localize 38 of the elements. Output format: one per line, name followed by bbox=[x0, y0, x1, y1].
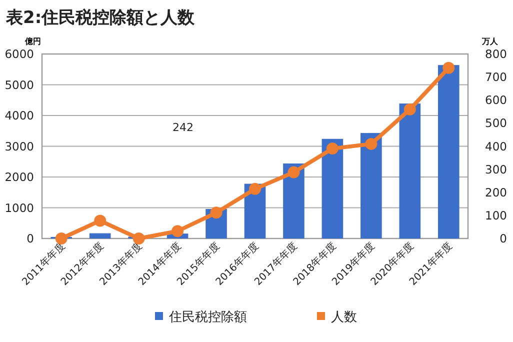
bar bbox=[322, 138, 344, 238]
point bbox=[404, 103, 416, 116]
point bbox=[55, 232, 68, 244]
point bbox=[172, 225, 184, 238]
y-axis-title: 億円 bbox=[24, 37, 41, 46]
y-tick-label: 1000 bbox=[4, 200, 34, 215]
y2-tick-label: 400 bbox=[485, 139, 507, 154]
point bbox=[288, 166, 300, 178]
legend-label: 住民税控除額 bbox=[168, 310, 247, 325]
bar bbox=[360, 133, 382, 238]
y2-tick-label: 200 bbox=[485, 185, 507, 200]
bar bbox=[89, 233, 111, 238]
point bbox=[365, 138, 378, 150]
y-tick-label: 5000 bbox=[4, 78, 34, 92]
y2-tick-label: 800 bbox=[485, 47, 507, 61]
chart-title: 表2:住民税控除額と人数 bbox=[5, 8, 196, 28]
y2-tick-label: 100 bbox=[485, 208, 507, 222]
y-tick-label: 2000 bbox=[4, 170, 34, 184]
point bbox=[210, 206, 222, 219]
bar bbox=[438, 65, 460, 238]
point bbox=[442, 62, 455, 74]
y-tick-label: 0 bbox=[26, 232, 34, 246]
point bbox=[94, 214, 106, 227]
y-tick-label: 4000 bbox=[4, 108, 34, 122]
legend-label: 人数 bbox=[331, 310, 357, 325]
point bbox=[249, 182, 261, 195]
point bbox=[326, 142, 338, 155]
y2-tick-label: 600 bbox=[485, 93, 507, 108]
y2-tick-label: 300 bbox=[485, 162, 507, 176]
annotation: 242 bbox=[172, 121, 194, 134]
bar bbox=[399, 104, 421, 238]
y2-tick-label: 500 bbox=[485, 116, 507, 130]
y-tick-label: 3000 bbox=[4, 139, 34, 154]
y-tick-label: 6000 bbox=[4, 47, 34, 61]
y2-axis-title: 万人 bbox=[481, 37, 499, 46]
y2-tick-label: 700 bbox=[485, 70, 507, 84]
bar bbox=[283, 163, 304, 238]
y2-tick-label: 0 bbox=[500, 232, 507, 246]
